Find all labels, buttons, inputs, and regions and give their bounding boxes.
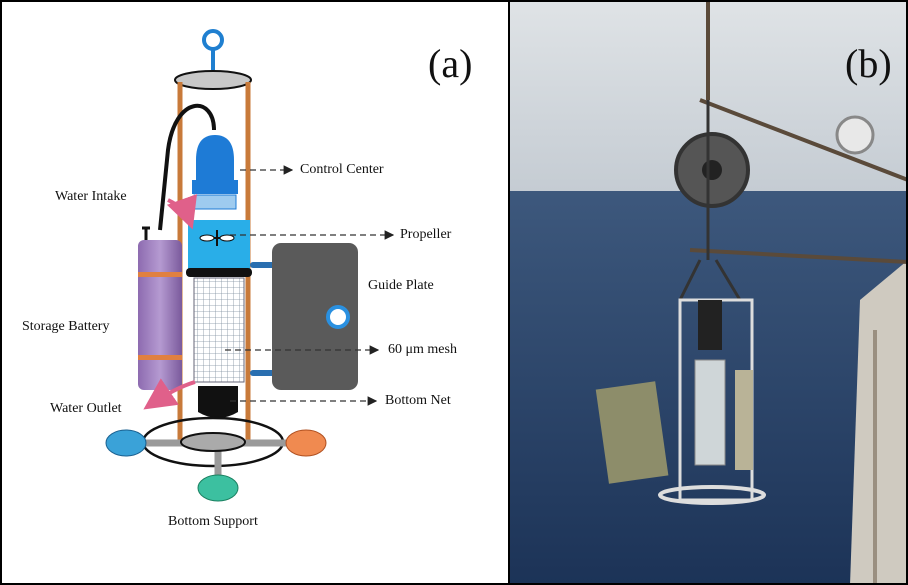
figure: (a) Control Center Water Intake Propelle…: [0, 0, 908, 585]
annotation: Propeller: [400, 227, 452, 242]
annotation: Bottom Net: [385, 393, 451, 408]
annotation: Guide Plate: [368, 278, 434, 293]
panel-label: (b): [845, 41, 892, 86]
annotation: Bottom Support: [168, 514, 258, 529]
annotation: Storage Battery: [22, 319, 109, 334]
annotation: Water Outlet: [50, 401, 122, 416]
panel-label: (a): [428, 41, 472, 86]
panel-b: (b): [509, 1, 908, 585]
annotation: Water Intake: [55, 189, 127, 204]
annotation: Control Center: [300, 162, 384, 177]
annotation: 60 μm mesh: [388, 342, 457, 357]
panel-a: (a) Control Center Water Intake Propelle…: [1, 1, 509, 584]
